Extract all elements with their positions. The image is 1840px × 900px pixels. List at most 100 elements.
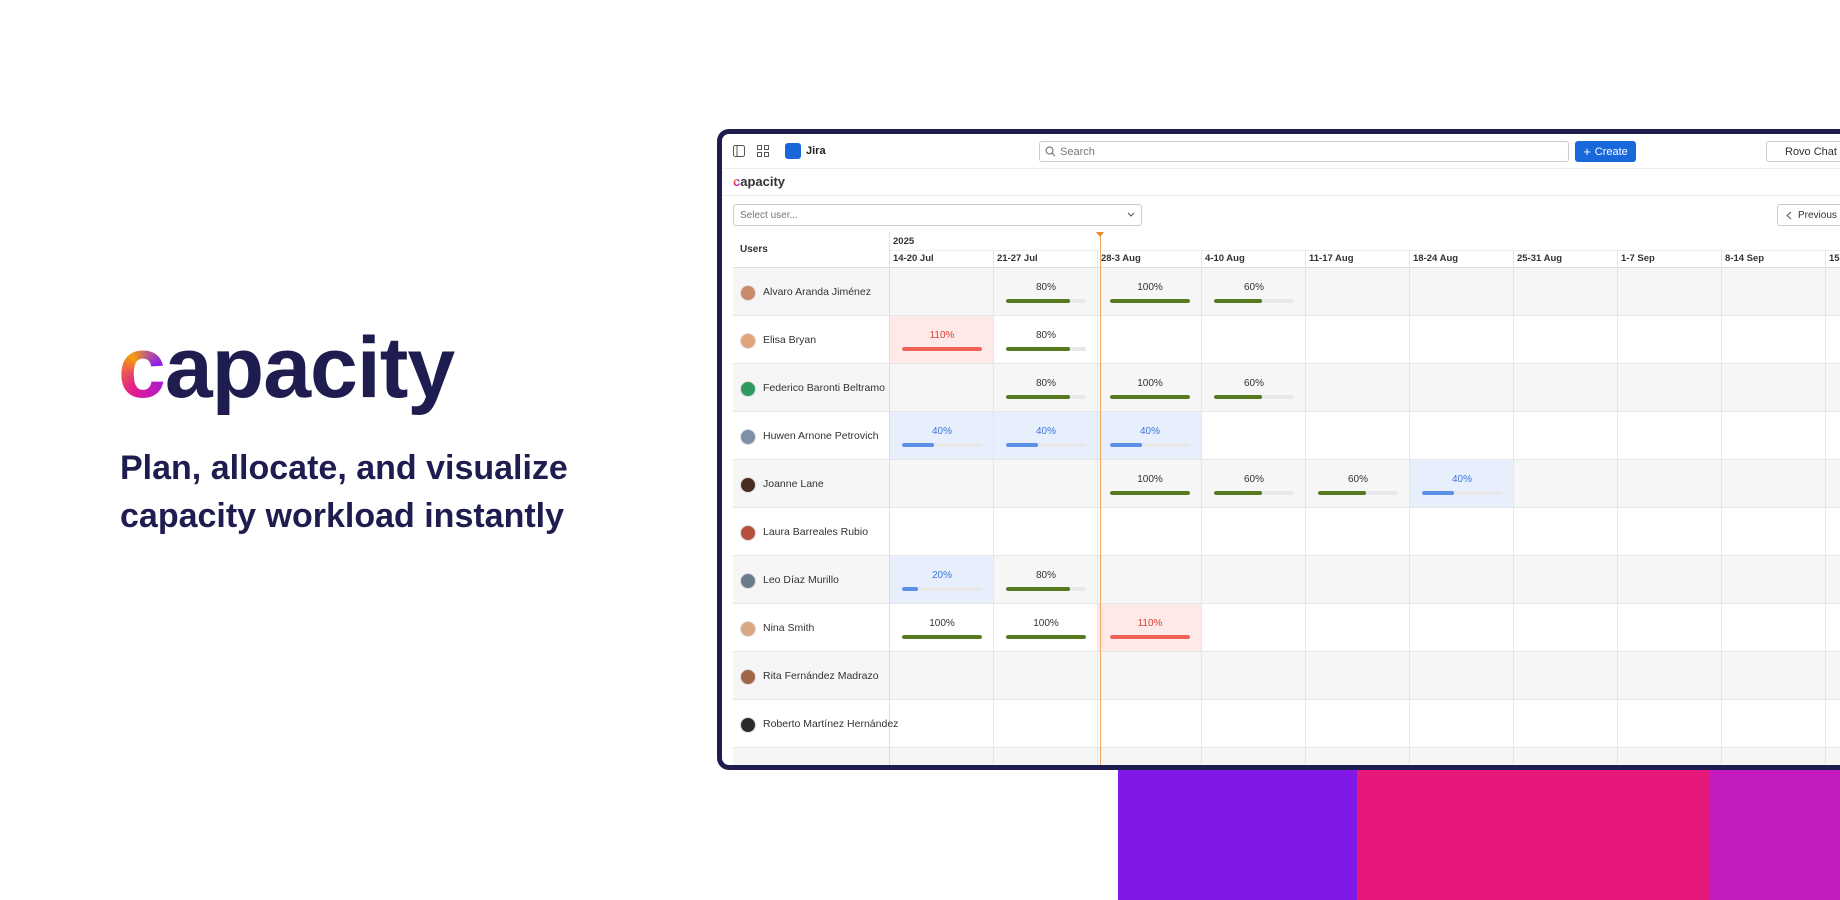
today-line [1100, 232, 1101, 765]
column-line [1617, 250, 1618, 765]
allocation-track [1006, 395, 1086, 399]
allocation-label: 110% [929, 330, 955, 341]
allocation-track [1318, 491, 1398, 495]
user-name: Joanne Lane [763, 478, 824, 490]
deco-block [1118, 770, 1357, 900]
allocation-bar [1110, 395, 1190, 399]
allocation-track [1006, 443, 1086, 447]
chat-label: Rovo Chat [1785, 145, 1837, 158]
avatar [740, 525, 756, 541]
user-select[interactable]: Select user... [733, 204, 1142, 226]
column-line [889, 232, 890, 765]
chat-button[interactable]: Rovo Chat [1766, 141, 1840, 162]
create-button[interactable]: + Create [1575, 141, 1636, 162]
allocation-track [1006, 299, 1086, 303]
user-name: Huwen Arnone Petrovich [763, 430, 879, 442]
avatar [740, 669, 756, 685]
allocation-label: 100% [1137, 282, 1163, 293]
allocation-bar [1318, 491, 1366, 495]
avatar [740, 381, 756, 397]
allocation-label: 60% [1243, 474, 1264, 485]
avatar [740, 285, 756, 301]
allocation-track [1006, 635, 1086, 639]
column-line [1201, 250, 1202, 765]
create-label: Create [1594, 145, 1628, 158]
week-label: 18-24 Aug [1413, 253, 1459, 264]
avatar [740, 573, 756, 589]
allocation-track [1110, 491, 1190, 495]
product-name[interactable]: Jira [806, 145, 826, 157]
avatar [740, 477, 756, 493]
allocation-label: 110% [1137, 618, 1163, 629]
user-name: Rita Fernández Madrazo [763, 670, 879, 682]
allocation-bar [1214, 395, 1262, 399]
allocation-label: 80% [1035, 570, 1056, 581]
divider [722, 195, 1840, 196]
user-name: Alvaro Aranda Jiménez [763, 286, 871, 298]
allocation-bar [1214, 491, 1262, 495]
week-label: 11-17 Aug [1309, 253, 1354, 264]
allocation-bar [1422, 491, 1454, 495]
week-label: 28-3 Aug [1101, 253, 1141, 264]
column-line [1409, 250, 1410, 765]
allocation-bar [1110, 635, 1190, 639]
apps-icon[interactable] [757, 145, 769, 157]
week-label: 15 [1829, 253, 1840, 264]
avatar [740, 333, 756, 349]
row-bg [733, 364, 1840, 412]
allocation-track [902, 587, 982, 591]
allocation-bar [1110, 491, 1190, 495]
allocation-label: 60% [1347, 474, 1368, 485]
app-window: Jira Search + Create Rovo Chat capacity S… [717, 129, 1840, 770]
allocation-bar [1006, 635, 1086, 639]
allocation-track [902, 443, 982, 447]
allocation-track [1214, 395, 1294, 399]
sidebar-icon[interactable] [733, 145, 745, 157]
week-label: 14-20 Jul [893, 253, 934, 264]
allocation-label: 60% [1243, 378, 1264, 389]
previous-label: Previous [1798, 209, 1837, 221]
avatar [740, 621, 756, 637]
user-name: Leo Díaz Murillo [763, 574, 839, 586]
week-label: 21-27 Jul [997, 253, 1038, 264]
week-label: 25-31 Aug [1517, 253, 1563, 264]
allocation-label: 40% [1035, 426, 1056, 437]
column-line [1721, 250, 1722, 765]
user-name: Laura Barreales Rubio [763, 526, 869, 538]
allocation-bar [1006, 299, 1070, 303]
column-line [1097, 250, 1098, 765]
row-bg [733, 508, 1840, 556]
allocation-bar [1006, 587, 1070, 591]
cell-highlight [1098, 412, 1201, 459]
year-label: 2025 [893, 236, 915, 247]
jira-icon [785, 143, 801, 159]
allocation-label: 40% [931, 426, 952, 437]
user-name: Roberto Martínez Hernández [763, 718, 899, 730]
allocation-label: 80% [1035, 378, 1056, 389]
allocation-label: 100% [1137, 378, 1163, 389]
allocation-track [1214, 299, 1294, 303]
allocation-label: 20% [931, 570, 952, 581]
allocation-label: 80% [1035, 330, 1056, 341]
row-bg [733, 652, 1840, 700]
allocation-bar [1110, 443, 1142, 447]
search-box[interactable]: Search [1039, 141, 1569, 162]
tagline-line: capacity workload instantly [120, 497, 565, 535]
allocation-label: 60% [1243, 282, 1264, 293]
allocation-bar [902, 443, 934, 447]
week-label: 8-14 Sep [1725, 253, 1765, 264]
column-line [993, 250, 994, 765]
allocation-bar [1110, 299, 1190, 303]
allocation-track [902, 347, 982, 351]
previous-button[interactable]: Previous [1777, 204, 1840, 226]
column-line [1825, 250, 1826, 765]
avatar [740, 717, 756, 733]
column-line [1305, 250, 1306, 765]
today-marker [1096, 232, 1104, 237]
chevron [1127, 212, 1135, 217]
row-bg [733, 604, 1840, 652]
user-name: Elisa Bryan [763, 334, 817, 346]
allocation-label: 100% [1033, 618, 1059, 629]
allocation-track [1214, 491, 1294, 495]
allocation-label: 40% [1451, 474, 1472, 485]
